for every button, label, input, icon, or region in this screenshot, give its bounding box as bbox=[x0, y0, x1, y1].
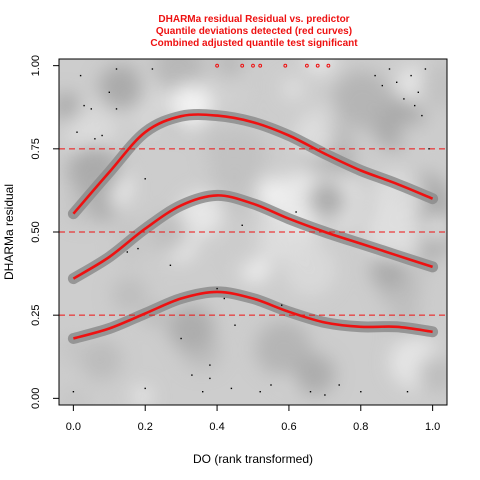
reference-lines bbox=[59, 148, 447, 316]
residual-point bbox=[137, 247, 139, 250]
y-axis-title: DHARMa residual bbox=[2, 184, 16, 280]
x-tick-label: 0.4 bbox=[209, 421, 224, 433]
title-line-3: Combined adjusted quantile test signific… bbox=[150, 38, 358, 49]
y-tick-label: 1.00 bbox=[30, 55, 42, 76]
residual-point bbox=[421, 114, 423, 117]
outlier-point bbox=[315, 63, 320, 68]
outlier-point bbox=[258, 63, 263, 68]
x-tick-label: 0.2 bbox=[138, 421, 153, 433]
y-tick-label: 0.50 bbox=[30, 221, 42, 242]
y-tick-label: 0.75 bbox=[30, 138, 42, 159]
residual-point bbox=[388, 68, 391, 70]
residual-point bbox=[169, 264, 172, 266]
x-tick-label: 1.0 bbox=[425, 421, 440, 433]
x-tick-label: 0.8 bbox=[353, 421, 368, 433]
residual-point bbox=[180, 337, 182, 340]
residual-point bbox=[410, 74, 412, 77]
quantile-curve-0.25 bbox=[73, 290, 433, 340]
residual-point bbox=[72, 391, 75, 393]
quantile-curves bbox=[72, 113, 434, 340]
density-background bbox=[59, 59, 447, 405]
residual-point bbox=[209, 364, 211, 366]
residual-point bbox=[338, 384, 340, 386]
residual-point bbox=[83, 104, 85, 107]
residual-point bbox=[295, 211, 297, 213]
x-axis-title: DO (rank transformed) bbox=[193, 452, 313, 466]
residual-point bbox=[151, 68, 154, 70]
residual-point bbox=[309, 391, 312, 393]
residual-point bbox=[424, 68, 427, 70]
residual-point bbox=[115, 68, 118, 70]
residual-point bbox=[223, 297, 225, 300]
residual-point bbox=[209, 377, 211, 380]
residual-point bbox=[108, 91, 110, 93]
outlier-point bbox=[305, 63, 309, 68]
title-line-2: Quantile deviations detected (red curves… bbox=[156, 26, 352, 37]
x-axis: 0.0 0.2 0.4 0.6 0.8 1.0 bbox=[66, 405, 440, 433]
residual-point bbox=[234, 324, 236, 326]
residual-point bbox=[259, 391, 261, 393]
outlier-point bbox=[283, 63, 288, 68]
outlier-point bbox=[240, 63, 245, 68]
chart-title: DHARMa residual Residual vs. predictor Q… bbox=[150, 14, 358, 49]
residual-point bbox=[101, 134, 103, 137]
quantile-curve-0.5 bbox=[72, 194, 433, 280]
residual-points bbox=[72, 68, 430, 396]
outlier-point bbox=[251, 63, 255, 68]
residual-point bbox=[230, 387, 233, 390]
residual-point bbox=[241, 224, 243, 226]
residual-point bbox=[406, 391, 409, 393]
residual-point bbox=[428, 148, 430, 150]
outlier-points bbox=[215, 63, 331, 68]
residual-point bbox=[374, 74, 376, 77]
outlier-point bbox=[326, 63, 331, 68]
y-axis: 0.00 0.25 0.50 0.75 1.00 bbox=[30, 55, 59, 409]
residual-point bbox=[360, 391, 362, 393]
y-tick-label: 0.25 bbox=[30, 304, 42, 325]
residual-point bbox=[76, 131, 78, 133]
residual-point bbox=[191, 374, 193, 376]
residual-point bbox=[403, 98, 405, 100]
residual-point bbox=[270, 384, 272, 386]
residual-point bbox=[126, 251, 128, 253]
residual-point bbox=[281, 304, 283, 306]
residual-point bbox=[90, 108, 92, 110]
residual-point bbox=[417, 91, 419, 93]
residual-point bbox=[144, 178, 146, 180]
residual-point bbox=[144, 387, 146, 390]
outlier-point bbox=[215, 63, 220, 68]
residual-point bbox=[94, 138, 96, 140]
residual-point bbox=[396, 81, 398, 83]
residual-point bbox=[216, 287, 218, 290]
residual-point bbox=[115, 108, 118, 110]
residual-point bbox=[79, 74, 82, 77]
residual-point bbox=[381, 84, 383, 87]
title-line-1: DHARMa residual Residual vs. predictor bbox=[158, 14, 349, 25]
quantile-curve-0.75 bbox=[72, 113, 434, 215]
residual-point bbox=[324, 394, 326, 396]
residual-point bbox=[414, 104, 416, 107]
residual-point bbox=[202, 391, 204, 393]
x-tick-label: 0.6 bbox=[281, 421, 296, 433]
x-tick-label: 0.0 bbox=[66, 421, 81, 433]
y-tick-label: 0.00 bbox=[30, 388, 42, 409]
